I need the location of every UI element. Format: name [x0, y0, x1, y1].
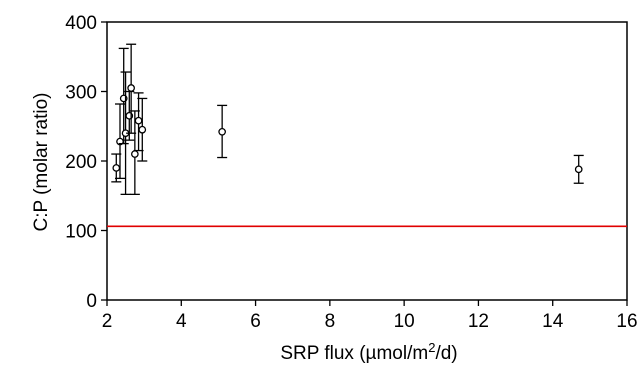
y-tick-label: 300: [65, 83, 97, 104]
plot-area: [106, 21, 628, 301]
point-marker: [134, 116, 143, 125]
x-tick-label: 4: [176, 311, 187, 332]
point-marker: [131, 150, 139, 158]
point-marker: [138, 125, 147, 134]
point-marker: [112, 164, 121, 172]
x-axis-ticks: 2 4 6 8 10 12 14 16: [102, 300, 638, 332]
x-tick-label: 6: [250, 311, 261, 332]
data-point: [137, 97, 148, 162]
x-tick-label: 2: [102, 311, 113, 332]
data-point: [126, 43, 137, 134]
y-tick-label: 100: [65, 222, 97, 243]
data-point: [120, 71, 131, 196]
x-tick-label: 10: [394, 311, 415, 332]
point-marker: [218, 127, 226, 136]
y-axis-label: C:P (molar ratio): [31, 92, 52, 231]
data-points: [111, 43, 584, 196]
data-point: [115, 103, 125, 180]
y-tick-label: 400: [65, 13, 97, 34]
x-tick-label: 16: [616, 311, 637, 332]
y-axis-ticks: 0 100 200 300 400: [65, 13, 107, 312]
plot-frame: [106, 21, 628, 301]
y-tick-label: 200: [65, 152, 97, 173]
x-tick-label: 8: [325, 311, 336, 332]
data-point: [573, 154, 584, 184]
x-tick-label: 12: [468, 311, 489, 332]
x-axis-label: SRP flux (µmol/m2/d): [280, 340, 457, 364]
y-tick-label: 0: [86, 291, 97, 312]
point-marker: [127, 84, 135, 92]
point-marker: [574, 165, 583, 174]
x-tick-label: 14: [542, 311, 564, 332]
data-point: [217, 104, 228, 159]
